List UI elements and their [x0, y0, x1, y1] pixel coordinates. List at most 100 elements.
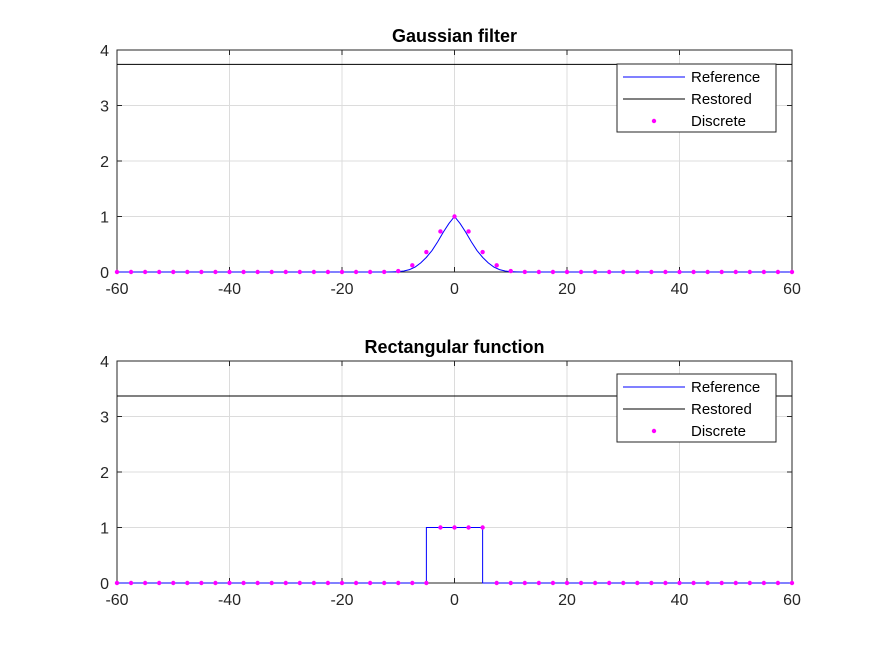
data-point-discrete	[466, 525, 471, 530]
data-point-discrete	[677, 580, 682, 586]
data-point-discrete	[508, 580, 513, 586]
data-point-discrete	[775, 269, 781, 275]
data-point-discrete	[438, 525, 443, 530]
data-point-discrete	[663, 269, 668, 275]
data-point-discrete	[255, 580, 260, 586]
data-point-discrete	[747, 580, 753, 586]
data-point-discrete	[424, 580, 429, 586]
data-point-discrete	[550, 269, 556, 275]
data-point-discrete	[789, 269, 795, 275]
data-point-discrete	[410, 580, 415, 586]
data-point-discrete	[283, 269, 288, 275]
data-point-discrete	[227, 580, 232, 586]
data-point-discrete	[156, 269, 162, 275]
legend-label-discrete: Discrete	[691, 113, 746, 130]
chart-title: Rectangular function	[364, 337, 544, 357]
data-point-discrete	[396, 580, 401, 586]
data-point-discrete	[564, 269, 570, 275]
data-point-discrete	[114, 269, 120, 275]
legend: Reference Restored Discrete	[616, 63, 777, 133]
data-point-discrete	[536, 269, 542, 275]
x-tick-label: -20	[330, 281, 353, 298]
data-point-discrete	[691, 269, 696, 275]
x-tick-label: 20	[558, 592, 576, 609]
data-point-discrete	[480, 525, 485, 530]
data-point-discrete	[213, 269, 218, 275]
data-point-discrete	[733, 269, 738, 275]
x-tick-label: -40	[218, 281, 241, 298]
data-point-discrete	[677, 269, 682, 275]
data-point-discrete	[508, 268, 513, 274]
legend-label-reference: Reference	[691, 69, 760, 86]
data-point-discrete	[606, 269, 612, 275]
y-tick-label: 4	[100, 354, 109, 371]
chart-panel-2: -60 -40 -20 0 20 40 60 0 1 2 3 4 Rectangular functio…	[100, 337, 801, 609]
legend-label-restored: Restored	[691, 91, 752, 108]
y-tick-label: 4	[100, 43, 109, 60]
x-tick-label: 0	[450, 281, 459, 298]
data-point-discrete	[536, 580, 542, 586]
data-point-discrete	[621, 269, 626, 275]
data-point-discrete	[283, 580, 288, 586]
data-point-discrete	[719, 580, 724, 586]
data-point-discrete	[311, 269, 317, 275]
data-point-discrete	[438, 229, 443, 234]
data-point-discrete	[761, 269, 767, 275]
data-point-discrete	[592, 580, 598, 586]
x-tick-label: 0	[450, 592, 459, 609]
data-point-discrete	[691, 580, 696, 586]
x-tick-label: -60	[105, 592, 128, 609]
y-tick-label: 2	[100, 465, 109, 482]
data-point-discrete	[494, 580, 499, 586]
legend: Reference Restored Discrete	[616, 373, 777, 443]
data-point-discrete	[410, 263, 415, 268]
legend-label-discrete: Discrete	[691, 423, 746, 440]
data-point-discrete	[747, 269, 753, 275]
data-point-discrete	[522, 269, 528, 275]
legend-swatch-discrete	[651, 118, 657, 124]
chart-panel-1: -60 -40 -20 0 20 40 60 0 1 2 3 4 Gaussian filter Refe…	[100, 26, 801, 298]
data-point-discrete	[199, 580, 204, 586]
data-point-discrete	[128, 269, 134, 275]
data-point-discrete	[325, 580, 331, 586]
data-point-discrete	[649, 580, 654, 586]
y-tick-label: 2	[100, 154, 109, 171]
data-point-discrete	[213, 580, 218, 586]
data-point-discrete	[452, 525, 457, 530]
y-tick-label: 1	[100, 521, 109, 538]
data-point-discrete	[171, 269, 176, 275]
data-point-discrete	[635, 580, 640, 586]
data-point-discrete	[550, 580, 556, 586]
x-tick-label: -40	[218, 592, 241, 609]
x-tick-label: 20	[558, 281, 576, 298]
data-point-discrete	[142, 580, 148, 586]
data-point-discrete	[353, 269, 359, 275]
x-tick-label: -60	[105, 281, 128, 298]
data-point-discrete	[424, 249, 429, 255]
data-point-discrete	[297, 580, 303, 586]
data-point-discrete	[494, 263, 499, 268]
data-point-discrete	[227, 269, 232, 275]
data-point-discrete	[635, 269, 640, 275]
data-point-discrete	[480, 249, 485, 255]
data-point-discrete	[353, 580, 359, 586]
data-point-discrete	[761, 580, 767, 586]
data-point-discrete	[241, 269, 246, 275]
data-point-discrete	[522, 580, 528, 586]
x-tick-label: 40	[671, 592, 689, 609]
data-point-discrete	[705, 269, 710, 275]
data-point-discrete	[663, 580, 668, 586]
data-point-discrete	[128, 580, 134, 586]
data-point-discrete	[269, 580, 274, 586]
data-point-discrete	[269, 269, 274, 275]
data-point-discrete	[621, 580, 626, 586]
legend-box	[616, 373, 777, 443]
legend-label-reference: Reference	[691, 379, 760, 396]
data-point-discrete	[789, 580, 795, 586]
data-point-discrete	[381, 269, 387, 275]
data-point-discrete	[311, 580, 317, 586]
data-point-discrete	[592, 269, 598, 275]
data-point-discrete	[339, 580, 345, 586]
y-tick-label: 3	[100, 99, 109, 116]
